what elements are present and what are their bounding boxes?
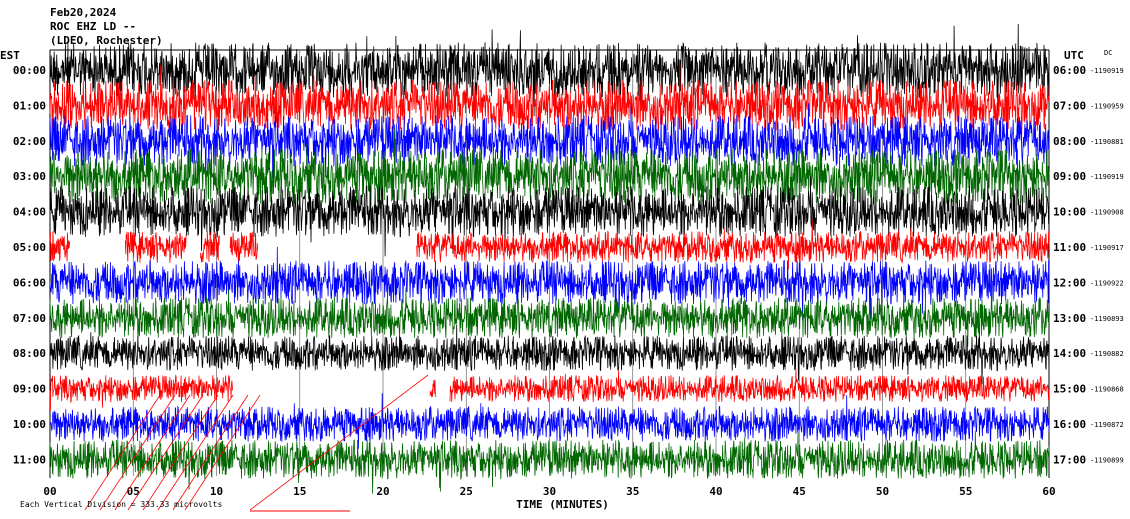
dc-offset-label: -1190919 [1090,67,1124,75]
event-marker-line [172,394,249,511]
network-label: (LDEO, Rochester) [50,34,163,47]
dc-header-label: DC [1104,49,1113,57]
est-hour-label: 02:00 [13,135,46,148]
utc-hour-label: 16:00 [1053,418,1086,431]
est-hour-label: 01:00 [13,99,46,112]
utc-hour-label: 17:00 [1053,453,1086,466]
minute-gridlines [49,49,1050,478]
dc-offset-label: -1190882 [1090,350,1124,358]
x-tick-label: 20 [376,485,389,498]
trace-0000 [49,23,1050,118]
est-zone-label: EST [0,49,20,62]
trace-0300 [49,128,1050,216]
x-tick-label: 10 [210,485,223,498]
x-axis-title: TIME (MINUTES) [516,498,609,511]
trace-1100 [49,430,1050,494]
event-marker-line [184,394,261,511]
station-label: ROC EHZ LD -- [50,20,137,33]
dc-offset-label: -1190868 [1090,386,1124,394]
scale-note: Each Vertical Division = 333.33 microvol… [20,500,223,509]
x-tick-label: 25 [460,485,473,498]
est-hour-label: 00:00 [13,64,46,77]
dc-offset-label: -1190919 [1090,173,1124,181]
x-tick-label: 45 [793,485,806,498]
utc-hour-label: 12:00 [1053,276,1086,289]
trace-1000 [49,393,1050,449]
trace-0100 [49,64,1050,145]
utc-hour-label: 14:00 [1053,347,1086,360]
est-hour-label: 03:00 [13,170,46,183]
event-marker-line [157,394,234,511]
x-tick-label: 50 [876,485,889,498]
event-marker-line [249,374,429,511]
trace-extras [84,374,429,512]
trace-0700 [49,282,1050,347]
utc-hour-label: 15:00 [1053,383,1086,396]
x-tick-label: 60 [1042,485,1055,498]
trace-0500 [49,219,1050,270]
x-axis: 00 05 10 15 20 25 30 35 40 45 50 55 60 TIME (MINUTES) [43,485,1055,511]
utc-hour-label: 08:00 [1053,135,1086,148]
utc-hour-label: 13:00 [1053,312,1086,325]
utc-hour-label: 06:00 [1053,64,1086,77]
dc-offset-label: -1190917 [1090,244,1124,252]
trace-0600 [49,246,1050,321]
utc-hour-label: 07:00 [1053,99,1086,112]
event-marker-line [127,394,204,511]
dc-offset-label: -1190872 [1090,421,1124,429]
x-tick-label: 55 [959,485,972,498]
trace-0400 [49,173,1050,257]
event-marker-line [142,394,219,511]
est-hour-label: 11:00 [13,453,46,466]
utc-hour-label: 11:00 [1053,241,1086,254]
x-tick-label: 15 [293,485,306,498]
dc-offset-label: -1190959 [1090,102,1124,110]
utc-zone-label: UTC [1064,49,1084,62]
dc-offset-label: -1190899 [1090,456,1124,464]
utc-hour-label: 10:00 [1053,206,1086,219]
est-hour-label: 04:00 [13,206,46,219]
est-hour-label: 06:00 [13,276,46,289]
utc-hour-label: 09:00 [1053,170,1086,183]
x-tick-label: 40 [709,485,722,498]
x-tick-label: 35 [626,485,639,498]
date-label: Feb20,2024 [50,6,117,19]
est-hour-label: 07:00 [13,312,46,325]
est-hour-label: 08:00 [13,347,46,360]
dc-offset-label: -1190893 [1090,315,1124,323]
est-hour-label: 09:00 [13,383,46,396]
time-labels: 00:00 06:00 -1190919 01:00 07:00 -1190959 02:0… [13,64,1124,466]
trace-0800 [49,324,1050,385]
dc-offset-label: -1190881 [1090,138,1124,146]
x-tick-label: 30 [543,485,556,498]
event-marker-line [99,394,176,511]
dc-offset-label: -1190908 [1090,209,1124,217]
est-hour-label: 10:00 [13,418,46,431]
est-hour-label: 05:00 [13,241,46,254]
x-tick-label: 05 [127,485,140,498]
event-marker-line [84,394,161,511]
trace-0200 [49,103,1050,186]
event-marker-line [114,394,191,511]
dc-offset-label: -1190922 [1090,279,1124,287]
x-tick-label: 00 [43,485,56,498]
